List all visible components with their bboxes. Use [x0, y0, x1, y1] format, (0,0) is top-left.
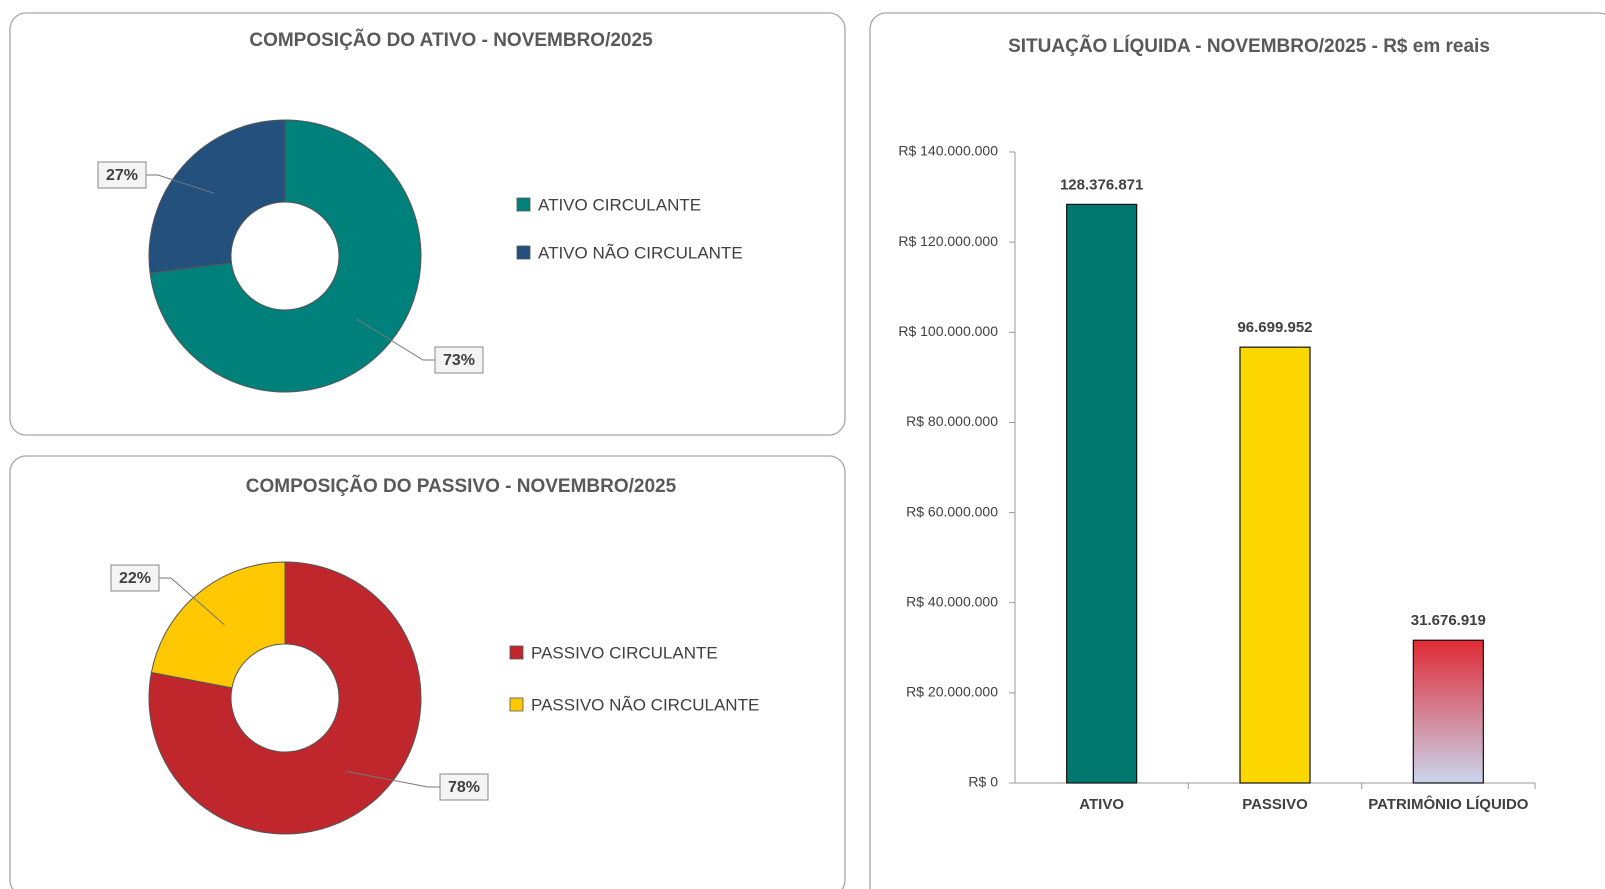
data-label: 96.699.952 — [1237, 319, 1312, 336]
x-tick-label: PASSIVO — [1242, 796, 1308, 813]
legend-swatch — [509, 645, 524, 660]
y-tick-label: R$ 20.000.000 — [906, 684, 998, 700]
y-tick-label: R$ 120.000.000 — [898, 233, 998, 249]
bar — [1412, 639, 1484, 784]
label-box — [97, 161, 147, 189]
label-box — [434, 346, 484, 374]
leader-line — [159, 577, 225, 626]
legend-label: PASSIVO CIRCULANTE — [531, 643, 718, 662]
y-tick-label: R$ 140.000.000 — [898, 143, 998, 159]
legend-label: PASSIVO NÃO CIRCULANTE — [531, 695, 759, 714]
data-label: 73% — [443, 352, 475, 369]
legend-label: ATIVO CIRCULANTE — [538, 195, 701, 214]
x-tick-label: PATRIMÔNIO LÍQUIDO — [1368, 795, 1529, 813]
y-tick-label: R$ 0 — [968, 774, 998, 790]
donut-slice — [148, 119, 286, 274]
leader-line — [345, 770, 440, 788]
leader-line — [355, 318, 435, 361]
data-label: 78% — [448, 779, 480, 796]
chart-title: SITUAÇÃO LÍQUIDA - NOVEMBRO/2025 - R$ em… — [1008, 35, 1490, 57]
panel — [9, 455, 846, 889]
label-box — [110, 564, 160, 592]
legend-swatch — [509, 697, 524, 712]
panel — [9, 12, 846, 436]
bar — [1239, 346, 1311, 784]
label-box — [439, 773, 489, 801]
legend-label: ATIVO NÃO CIRCULANTE — [538, 243, 743, 262]
legend-swatch — [516, 245, 531, 260]
y-tick-label: R$ 40.000.000 — [906, 593, 998, 609]
bar — [1066, 203, 1138, 784]
chart-title: COMPOSIÇÃO DO ATIVO - NOVEMBRO/2025 — [249, 29, 653, 51]
data-label: 27% — [106, 167, 138, 184]
legend-swatch — [516, 197, 531, 212]
data-label: 128.376.871 — [1060, 176, 1143, 193]
donut-slice — [150, 561, 286, 689]
donut-slice — [149, 119, 422, 393]
donut-slice — [148, 561, 422, 835]
data-label: 31.676.919 — [1411, 612, 1486, 629]
y-tick-label: R$ 80.000.000 — [906, 413, 998, 429]
data-label: 22% — [119, 570, 151, 587]
chart-title: COMPOSIÇÃO DO PASSIVO - NOVEMBRO/2025 — [246, 475, 677, 497]
y-tick-label: R$ 100.000.000 — [898, 323, 998, 339]
x-tick-label: ATIVO — [1079, 796, 1124, 813]
y-tick-label: R$ 60.000.000 — [906, 503, 998, 519]
leader-line — [146, 174, 214, 194]
